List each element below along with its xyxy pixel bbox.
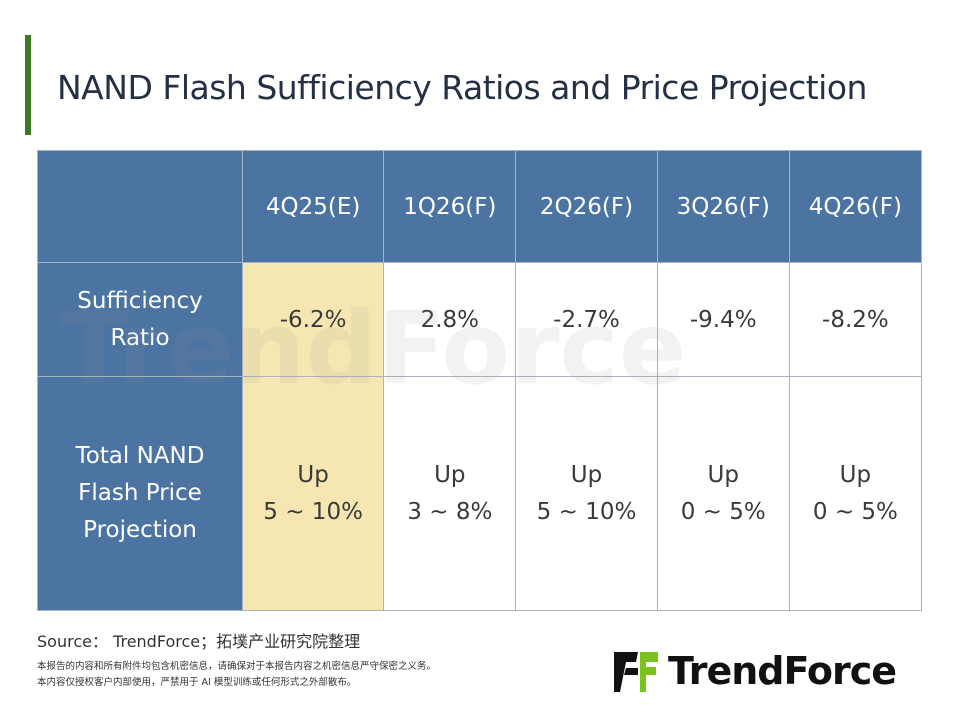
col-header: 4Q26(F) (788, 150, 923, 263)
logo-text: TrendForce (668, 649, 897, 693)
usage-note: 本内容仅授权客户内部使用，严禁用于 AI 模型训练或任何形式之外部散布。 (37, 677, 357, 688)
cell: Up 5 ~ 10% (515, 376, 658, 611)
title-accent-bar (25, 35, 31, 135)
source-text: Source： TrendForce；拓墣产业研究院整理 (37, 632, 361, 651)
cell: Up 3 ~ 8% (383, 376, 517, 611)
col-header: 3Q26(F) (656, 150, 790, 263)
cell: Up 0 ~ 5% (656, 376, 790, 611)
cell: Up 0 ~ 5% (788, 376, 923, 611)
col-header: 4Q25(E) (241, 150, 385, 263)
corner-cell (37, 150, 243, 263)
cell: -2.7% (515, 262, 658, 377)
col-header: 2Q26(F) (515, 150, 658, 263)
data-table: 4Q25(E) 1Q26(F) 2Q26(F) 3Q26(F) 4Q26(F) … (37, 150, 923, 611)
cell: Up 5 ~ 10% (241, 376, 385, 611)
page-title: NAND Flash Sufficiency Ratios and Price … (57, 68, 867, 107)
logo-mark-icon (614, 652, 658, 692)
cell: -9.4% (656, 262, 790, 377)
confidentiality-note: 本报告的内容和所有附件均包含机密信息，请确保对于本报告内容之机密信息严守保密之义… (37, 661, 437, 672)
trendforce-logo: TrendForce (612, 648, 897, 694)
row-header: Sufficiency Ratio (37, 262, 243, 377)
cell: -6.2% (241, 262, 385, 377)
col-header: 1Q26(F) (383, 150, 517, 263)
cell: -8.2% (788, 262, 923, 377)
row-header: Total NAND Flash Price Projection (37, 376, 243, 611)
cell: 2.8% (383, 262, 517, 377)
